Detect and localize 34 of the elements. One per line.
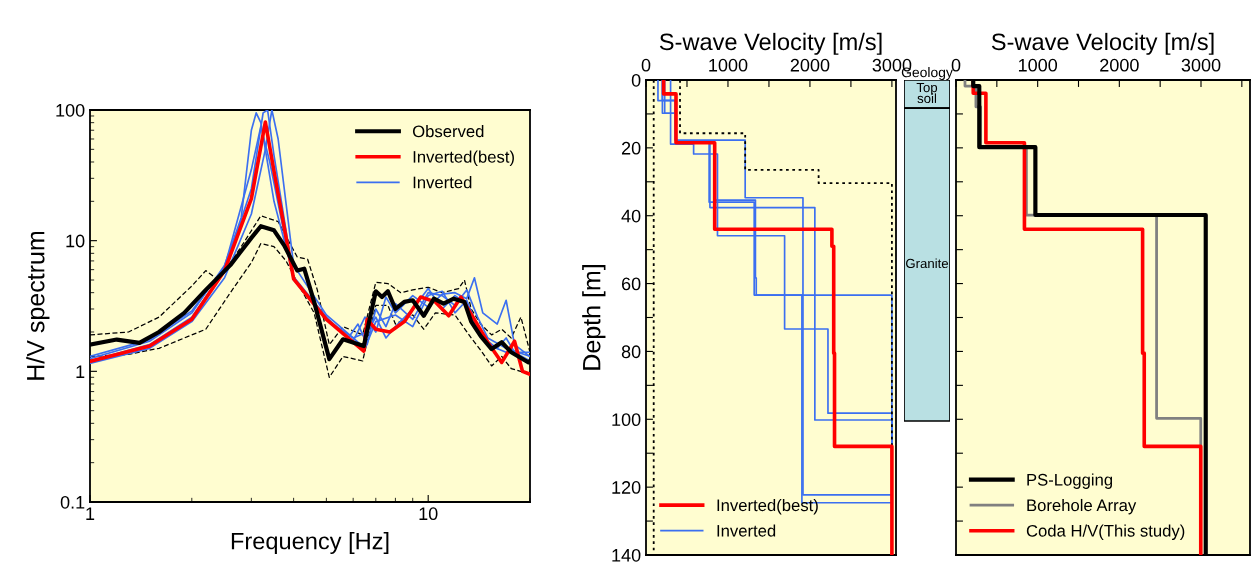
y-tick-label: 120 <box>612 481 641 494</box>
legend-label: Coda H/V(This study) <box>1026 524 1185 540</box>
legend-label: Borehole Array <box>1027 498 1137 515</box>
x-tick-label: 0 <box>641 58 651 72</box>
y-axis-title: Depth [m] <box>582 265 606 370</box>
y-tick-label: 100 <box>56 103 85 117</box>
legend-label: Observed <box>412 125 484 138</box>
y-axis-title: H/V spectrum <box>26 231 50 380</box>
legend-label: Inverted(best) <box>717 498 818 515</box>
y-tick-label: 100 <box>612 413 641 427</box>
y-tick-label: 60 <box>621 277 641 291</box>
series-label: Granite <box>906 258 949 269</box>
x-tick-label: 2000 <box>1100 58 1139 72</box>
x-tick-label: 0 <box>951 58 961 72</box>
x-axis-title: S-wave Velocity [m/s] <box>991 32 1214 55</box>
legend-label: Top soil <box>916 82 938 104</box>
y-tick-label: 20 <box>621 141 641 155</box>
y-tick-label: 80 <box>621 345 641 359</box>
x-axis-title: Frequency [Hz] <box>231 532 389 555</box>
y-tick-label: 1 <box>76 365 85 378</box>
x-tick-label: 3000 <box>1181 58 1221 72</box>
y-tick-label: 0 <box>631 73 641 87</box>
y-tick-label: 140 <box>612 548 641 562</box>
x-axis-title: S-wave Velocity [m/s] <box>659 32 882 55</box>
y-tick-label: 40 <box>621 209 641 223</box>
legend-label: PS-Logging <box>1027 473 1113 489</box>
x-tick-label: 1000 <box>709 58 748 72</box>
y-tick-label: 10 <box>66 234 85 248</box>
x-tick-label: 1000 <box>1018 58 1058 72</box>
x-tick-label: 2000 <box>790 58 830 72</box>
legend-label: Inverted <box>717 524 776 537</box>
legend-label: Inverted <box>413 176 472 189</box>
legend-label: Inverted(best) <box>413 150 514 167</box>
y-tick-label: 0.1 <box>60 495 85 509</box>
